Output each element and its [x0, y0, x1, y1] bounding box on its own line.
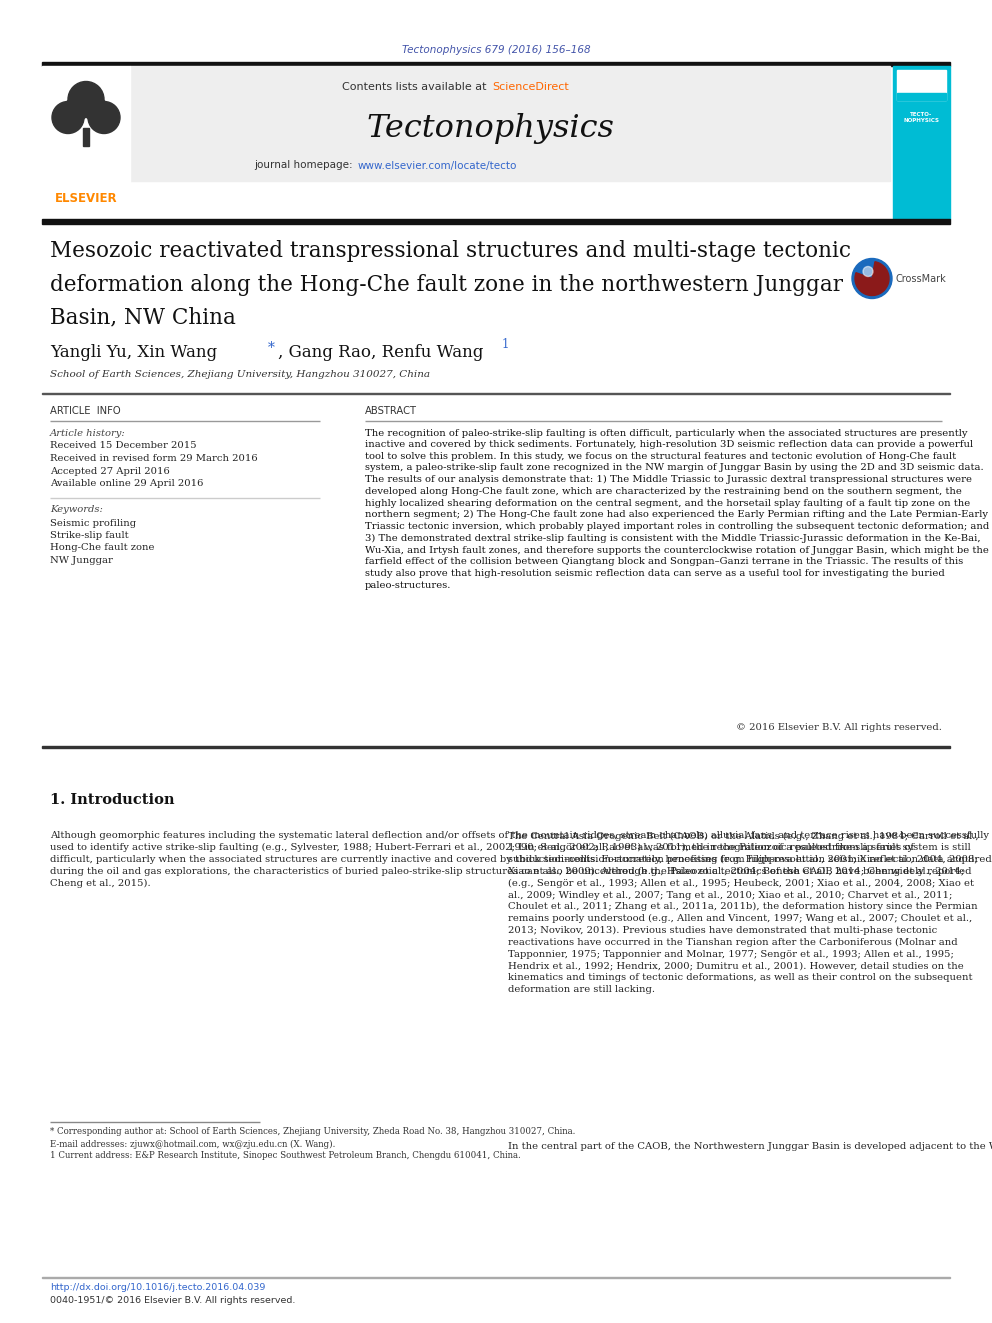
Text: E-mail addresses: zjuwx@hotmail.com, wx@zju.edu.cn (X. Wang).: E-mail addresses: zjuwx@hotmail.com, wx@… [50, 1139, 335, 1148]
Bar [897, 70, 946, 99]
Circle shape [84, 98, 108, 122]
Text: Available online 29 April 2016: Available online 29 April 2016 [50, 479, 203, 488]
Text: journal homepage:: journal homepage: [254, 160, 356, 171]
Bar [130, 66, 890, 180]
Text: *: * [268, 340, 275, 355]
Text: http://dx.doi.org/10.1016/j.tecto.2016.04.039: http://dx.doi.org/10.1016/j.tecto.2016.0… [50, 1283, 266, 1293]
Text: ELSEVIER: ELSEVIER [55, 192, 117, 205]
Text: ScienceDirect: ScienceDirect [492, 82, 568, 93]
Text: ABSTRACT: ABSTRACT [365, 406, 417, 417]
Text: deformation along the Hong-Che fault zone in the northwestern Junggar: deformation along the Hong-Che fault zon… [50, 274, 843, 295]
Text: Article history:: Article history: [50, 429, 126, 438]
Text: In the central part of the CAOB, the Northwestern Junggar Basin is developed adj: In the central part of the CAOB, the Nor… [508, 1142, 992, 1151]
Text: Received 15 December 2015: Received 15 December 2015 [50, 442, 196, 451]
Text: 1: 1 [502, 337, 509, 351]
Text: 0040-1951/© 2016 Elsevier B.V. All rights reserved.: 0040-1951/© 2016 Elsevier B.V. All right… [50, 1297, 296, 1304]
Text: The recognition of paleo-strike-slip faulting is often difficult, particularly w: The recognition of paleo-strike-slip fau… [365, 429, 989, 590]
Text: Accepted 27 April 2016: Accepted 27 April 2016 [50, 467, 170, 475]
Text: www.elsevier.com/locate/tecto: www.elsevier.com/locate/tecto [358, 160, 518, 171]
Text: Contents lists available at: Contents lists available at [342, 82, 490, 93]
Text: School of Earth Sciences, Zhejiang University, Hangzhou 310027, China: School of Earth Sciences, Zhejiang Unive… [50, 370, 430, 378]
Text: 1. Introduction: 1. Introduction [50, 794, 175, 807]
Circle shape [88, 102, 120, 134]
Text: © 2016 Elsevier B.V. All rights reserved.: © 2016 Elsevier B.V. All rights reserved… [736, 724, 942, 733]
Circle shape [64, 98, 88, 122]
Bar [42, 66, 130, 218]
Text: Seismic profiling: Seismic profiling [50, 519, 136, 528]
Text: The Central Asia Orogenic Belt (CAOB) or the Alatids (e.g., Zhang et al., 1984; : The Central Asia Orogenic Belt (CAOB) or… [508, 831, 979, 994]
Circle shape [852, 258, 892, 299]
Text: ARTICLE  INFO: ARTICLE INFO [50, 406, 121, 417]
Text: Received in revised form 29 March 2016: Received in revised form 29 March 2016 [50, 454, 258, 463]
Text: CrossMark: CrossMark [895, 274, 945, 283]
Text: Basin, NW China: Basin, NW China [50, 307, 236, 328]
Bar [42, 745, 950, 747]
Circle shape [52, 102, 84, 134]
Text: Strike-slip fault: Strike-slip fault [50, 531, 129, 540]
Text: Yangli Yu, Xin Wang: Yangli Yu, Xin Wang [50, 344, 222, 361]
Bar [83, 127, 89, 146]
Text: TECTO-
NOPHYSICS: TECTO- NOPHYSICS [904, 112, 939, 123]
Bar [42, 218, 950, 224]
Bar [893, 66, 950, 218]
Bar [897, 93, 946, 99]
Bar [42, 62, 950, 66]
Text: Mesozoic reactivated transpressional structures and multi-stage tectonic: Mesozoic reactivated transpressional str… [50, 241, 851, 262]
Text: Hong-Che fault zone: Hong-Che fault zone [50, 544, 155, 553]
Circle shape [863, 266, 873, 277]
Circle shape [68, 82, 104, 118]
Text: Keywords:: Keywords: [50, 505, 103, 515]
Wedge shape [855, 262, 889, 295]
Text: Although geomorphic features including the systematic lateral deflection and/or : Although geomorphic features including t… [50, 831, 992, 888]
Text: 1 Current address: E&P Research Institute, Sinopec Southwest Petroleum Branch, C: 1 Current address: E&P Research Institut… [50, 1151, 521, 1160]
Text: Tectonophysics: Tectonophysics [366, 112, 614, 144]
Text: NW Junggar: NW Junggar [50, 556, 113, 565]
Text: , Gang Rao, Renfu Wang: , Gang Rao, Renfu Wang [278, 344, 483, 361]
Text: Tectonophysics 679 (2016) 156–168: Tectonophysics 679 (2016) 156–168 [402, 45, 590, 56]
Text: * Corresponding author at: School of Earth Sciences, Zhejiang University, Zheda : * Corresponding author at: School of Ear… [50, 1127, 575, 1136]
